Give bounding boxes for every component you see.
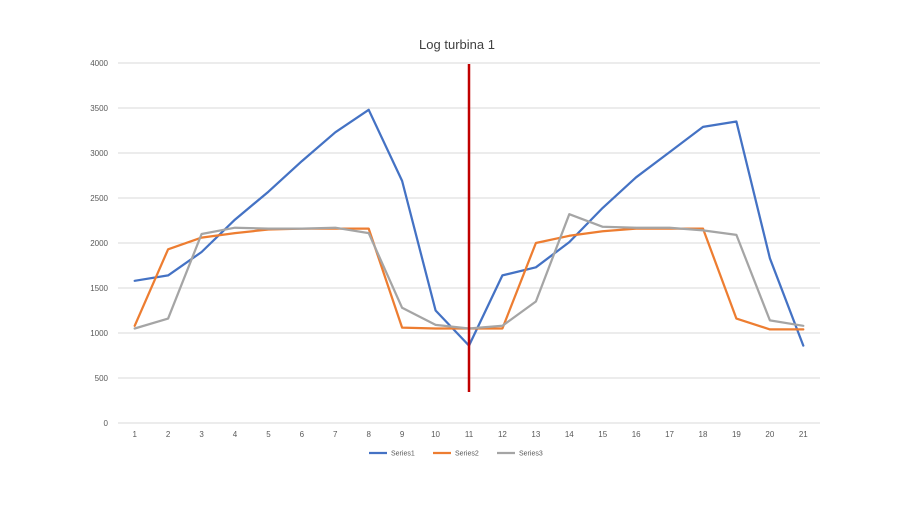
y-tick-label: 3500	[90, 104, 108, 113]
x-tick-label: 3	[199, 430, 204, 439]
y-tick-label: 3000	[90, 149, 108, 158]
x-tick-label: 20	[765, 430, 774, 439]
chart-title: Log turbina 1	[419, 37, 495, 52]
y-tick-label: 500	[95, 374, 109, 383]
x-tick-label: 19	[732, 430, 741, 439]
x-tick-label: 15	[598, 430, 607, 439]
x-tick-label: 1	[132, 430, 137, 439]
x-tick-label: 6	[300, 430, 305, 439]
x-tick-label: 5	[266, 430, 271, 439]
x-tick-label: 13	[531, 430, 540, 439]
x-tick-label: 2	[166, 430, 171, 439]
x-tick-label: 14	[565, 430, 574, 439]
y-tick-label: 1500	[90, 284, 108, 293]
legend: Series1 Series2 Series3	[369, 451, 543, 458]
y-axis-ticks: 0 500 1000 1500 2000 2500 3000 3500 4000	[90, 59, 108, 428]
y-tick-label: 0	[104, 419, 109, 428]
x-tick-label: 7	[333, 430, 338, 439]
x-tick-label: 10	[431, 430, 440, 439]
x-tick-label: 17	[665, 430, 674, 439]
x-tick-label: 12	[498, 430, 507, 439]
x-tick-label: 8	[366, 430, 371, 439]
y-tick-label: 1000	[90, 329, 108, 338]
x-axis-ticks: 1 2 3 4 5 6 7 8 9 10 11 12 13 14 15 16 17 18 19 20 21	[132, 430, 808, 439]
legend-label: Series3	[519, 451, 543, 458]
x-tick-label: 21	[799, 430, 808, 439]
x-tick-label: 9	[400, 430, 405, 439]
legend-label: Series2	[455, 451, 479, 458]
y-tick-label: 2000	[90, 239, 108, 248]
legend-label: Series1	[391, 451, 415, 458]
x-tick-label: 11	[465, 430, 474, 439]
x-tick-label: 4	[233, 430, 238, 439]
y-tick-label: 2500	[90, 194, 108, 203]
x-tick-label: 16	[632, 430, 641, 439]
y-tick-label: 4000	[90, 59, 108, 68]
x-tick-label: 18	[699, 430, 708, 439]
